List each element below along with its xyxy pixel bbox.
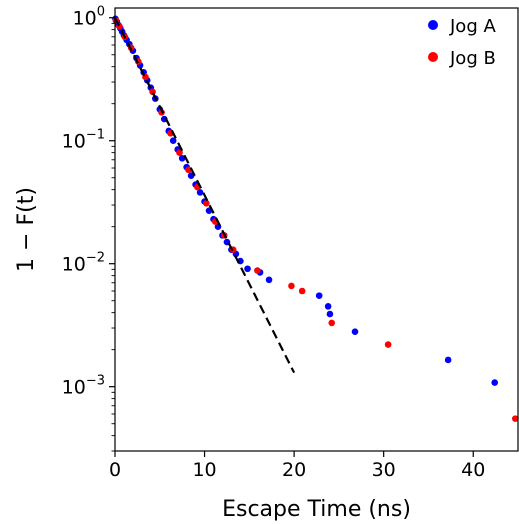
- data-point: [315, 292, 323, 299]
- data-point: [178, 154, 186, 162]
- x-axis-label: Escape Time (ns): [222, 497, 411, 522]
- data-point: [351, 328, 359, 335]
- data-point: [512, 415, 519, 422]
- data-point: [254, 267, 261, 274]
- x-tick-label: 20: [282, 459, 306, 481]
- legend: Jog A Jog B: [428, 16, 496, 69]
- plot-frame: [114, 7, 519, 452]
- x-tick-label: 30: [372, 459, 396, 481]
- y-tick-label: 100: [73, 5, 105, 30]
- x-tick-label: 10: [192, 459, 216, 481]
- data-point: [326, 310, 334, 318]
- legend-marker-jog-b: [428, 52, 438, 62]
- series-jog-b: [112, 17, 519, 422]
- data-point: [328, 319, 336, 327]
- y-tick-label: 10−2: [62, 251, 105, 276]
- x-axis: 0 10 20 30 40: [109, 451, 485, 481]
- data-point: [324, 303, 332, 310]
- legend-label-jog-b: Jog B: [449, 48, 496, 69]
- data-point: [169, 137, 177, 145]
- data-point: [298, 287, 306, 295]
- data-point: [265, 276, 273, 284]
- data-point: [203, 199, 210, 207]
- x-tick-label: 40: [461, 459, 485, 481]
- y-tick-label: 10−3: [62, 374, 105, 399]
- data-point: [196, 189, 204, 196]
- data-point: [244, 265, 251, 273]
- data-point: [491, 379, 499, 386]
- fit-line: [114, 17, 296, 374]
- y-axis-label: 1 − F(t): [14, 187, 39, 272]
- series-jog-a: [112, 15, 499, 386]
- data-point: [444, 356, 452, 364]
- data-point: [288, 282, 295, 290]
- y-axis: 100 10−1 10−2 10−3: [62, 5, 115, 452]
- x-tick-label: 0: [109, 459, 121, 481]
- legend-marker-jog-a: [428, 20, 438, 30]
- data-point: [384, 341, 392, 348]
- y-tick-label: 10−1: [62, 128, 105, 153]
- legend-label-jog-a: Jog A: [449, 16, 496, 37]
